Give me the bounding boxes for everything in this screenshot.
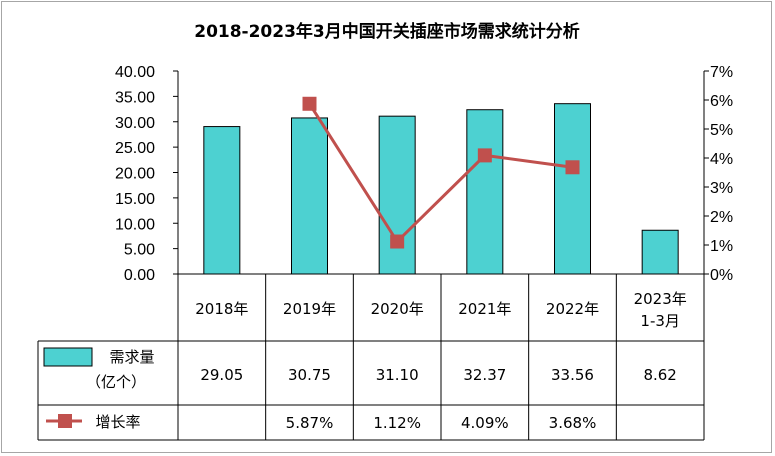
growth-line (308, 102, 573, 244)
left-tick-label: 10.00 (115, 216, 155, 233)
bar (641, 229, 679, 275)
category-label: 2023年 (634, 290, 687, 308)
growth-value-label: 3.68% (549, 414, 597, 432)
right-tick-label: 5% (710, 122, 733, 139)
left-tick-label: 15.00 (115, 191, 155, 208)
legend-label-line: 增长率 (95, 413, 140, 431)
growth-marker (390, 234, 405, 249)
left-tick-label: 20.00 (115, 166, 155, 183)
right-tick-label: 4% (710, 151, 733, 168)
category-label: 2019年 (283, 300, 336, 318)
right-tick-label: 1% (710, 238, 733, 255)
legend-swatch-bar (43, 347, 93, 367)
left-tick-label: 40.00 (115, 64, 155, 81)
right-tick-label: 7% (710, 64, 733, 81)
legend-swatch-marker (58, 414, 72, 428)
left-tick-label: 0.00 (124, 267, 155, 284)
category-label: 2020年 (371, 300, 424, 318)
bar (291, 117, 328, 275)
left-tick-label: 30.00 (115, 115, 155, 132)
bar-value-label: 33.56 (551, 366, 594, 384)
bar (466, 109, 504, 275)
growth-marker (565, 160, 580, 175)
bar-value-label: 30.75 (288, 366, 331, 384)
bar-series (203, 103, 679, 275)
right-tick-label: 2% (710, 209, 733, 226)
legend-label-bar: （亿个） (86, 373, 146, 391)
category-label: 1-3月 (640, 312, 680, 330)
chart-title: 2018-2023年3月中国开关插座市场需求统计分析 (194, 21, 580, 42)
bar-value-label: 29.05 (200, 366, 243, 384)
bar (203, 126, 241, 275)
right-tick-label: 0% (710, 267, 733, 284)
category-label: 2018年 (195, 300, 248, 318)
growth-value-label: 5.87% (286, 414, 334, 432)
bar-value-label: 32.37 (463, 366, 506, 384)
category-label: 2021年 (458, 300, 511, 318)
bar (378, 115, 416, 275)
line-series (302, 96, 580, 249)
left-tick-label: 35.00 (115, 89, 155, 106)
category-label: 2022年 (546, 300, 599, 318)
right-tick-label: 6% (710, 93, 733, 110)
legend-label-bar: 需求量 (109, 348, 154, 366)
bar-value-label: 8.62 (643, 366, 676, 384)
bar-value-label: 31.10 (376, 366, 419, 384)
left-axis: 0.00 5.00 10.00 15.00 20.00 25.00 30.00 35.00 40… (115, 64, 179, 284)
growth-marker (477, 148, 492, 163)
growth-value-label: 1.12% (373, 414, 421, 432)
growth-marker (302, 96, 317, 111)
left-tick-label: 25.00 (115, 140, 155, 157)
right-axis: 0% 1% 2% 3% 4% 5% 6% 7% (703, 64, 733, 284)
left-tick-label: 5.00 (124, 242, 155, 259)
bar (554, 103, 591, 275)
growth-value-label: 4.09% (461, 414, 509, 432)
right-tick-label: 3% (710, 180, 733, 197)
